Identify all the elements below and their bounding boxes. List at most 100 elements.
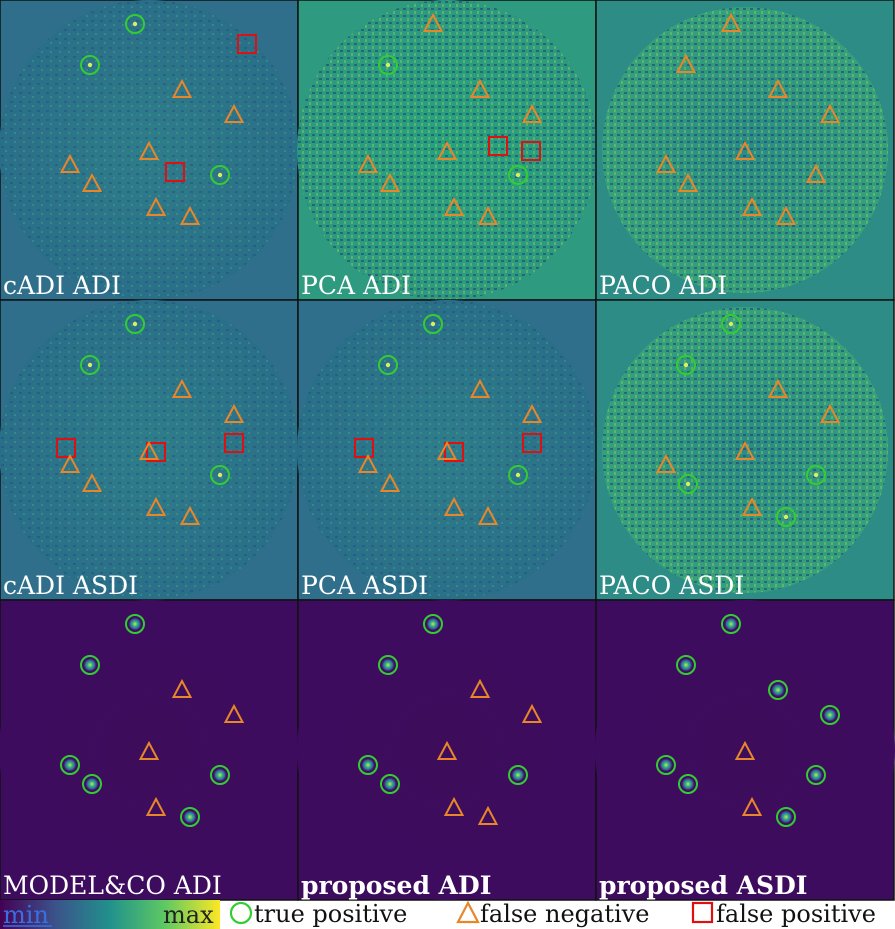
false-negative-marker [379, 172, 401, 192]
false-positive-marker [56, 438, 76, 458]
panel-label: cADI ASDI [3, 571, 138, 600]
false-negative-marker [171, 378, 193, 398]
false-negative-marker [422, 12, 444, 32]
false-negative-marker [677, 172, 699, 192]
true-positive-marker [776, 807, 796, 827]
residual-disk [297, 600, 597, 900]
true-positive-marker [210, 165, 230, 185]
false-negative-marker [469, 678, 491, 698]
false-positive-marker [354, 438, 374, 458]
detected-source [511, 768, 525, 782]
detected-source [383, 777, 397, 791]
false-negative-marker [477, 805, 499, 825]
false-negative-marker [767, 378, 789, 398]
false-negative-marker [655, 453, 677, 473]
legend-row: min max true positive false negative false p… [0, 900, 876, 929]
panel-pca-adi: PCA ADI [297, 0, 597, 301]
source-peak [132, 321, 138, 327]
detected-source [85, 777, 99, 791]
legend-fn-icon [456, 900, 480, 924]
false-negative-marker [436, 140, 458, 160]
false-negative-marker [443, 796, 465, 816]
false-negative-marker [436, 440, 458, 460]
false-negative-marker [734, 440, 756, 460]
source-peak [217, 172, 223, 178]
false-positive-marker [224, 433, 244, 453]
residual-disk [0, 600, 299, 900]
true-positive-marker [508, 465, 528, 485]
true-positive-marker [125, 314, 145, 334]
true-positive-marker [776, 507, 796, 527]
false-negative-marker [171, 678, 193, 698]
source-peak [515, 172, 521, 178]
legend-tp-icon [229, 901, 253, 925]
false-negative-marker [145, 496, 167, 516]
true-positive-marker [180, 807, 200, 827]
false-negative-marker [775, 205, 797, 225]
false-negative-marker [357, 453, 379, 473]
false-negative-marker [223, 703, 245, 723]
false-negative-marker [741, 196, 763, 216]
false-negative-marker [521, 103, 543, 123]
legend-fn-label: false negative [480, 900, 649, 928]
false-negative-marker [138, 140, 160, 160]
false-positive-marker [521, 141, 541, 161]
false-negative-marker [436, 740, 458, 760]
true-positive-marker [423, 314, 443, 334]
true-positive-marker [378, 355, 398, 375]
source-peak [87, 62, 93, 68]
false-positive-marker [444, 442, 464, 462]
detected-source [361, 758, 375, 772]
true-positive-marker [80, 355, 100, 375]
true-positive-marker [820, 705, 840, 725]
true-positive-marker [676, 655, 696, 675]
false-negative-marker [655, 153, 677, 173]
false-negative-marker [469, 378, 491, 398]
false-negative-marker [443, 196, 465, 216]
false-negative-marker [443, 496, 465, 516]
false-negative-marker [59, 453, 81, 473]
false-positive-marker [146, 442, 166, 462]
true-positive-marker [125, 14, 145, 34]
panel-label: MODEL&CO ADI [3, 871, 222, 900]
speckle-texture [0, 0, 299, 300]
true-positive-marker [80, 655, 100, 675]
false-negative-marker [81, 172, 103, 192]
false-negative-marker [223, 403, 245, 423]
true-positive-marker [678, 474, 698, 494]
source-peak [385, 62, 391, 68]
false-negative-marker [59, 153, 81, 173]
detected-source [213, 768, 227, 782]
false-negative-marker [223, 103, 245, 123]
detected-source [779, 810, 793, 824]
panel-label: proposed ASDI [599, 871, 807, 900]
panel-cadi-asdi: cADI ASDI [0, 299, 299, 601]
true-positive-marker [210, 765, 230, 785]
panel-paco-adi: PACO ADI [595, 0, 895, 301]
detected-source [659, 758, 673, 772]
true-positive-marker [721, 314, 741, 334]
detected-source [128, 617, 142, 631]
panel-label: PACO ADI [599, 271, 727, 300]
false-negative-marker [819, 403, 841, 423]
true-positive-marker [768, 680, 788, 700]
true-positive-marker [721, 614, 741, 634]
true-positive-marker [82, 774, 102, 794]
false-negative-marker [675, 53, 697, 73]
false-negative-marker [521, 403, 543, 423]
legend-fp-label: false positive [716, 900, 876, 928]
true-positive-marker [508, 765, 528, 785]
true-positive-marker [380, 774, 400, 794]
true-positive-marker [60, 755, 80, 775]
false-negative-marker [357, 153, 379, 173]
true-positive-marker [423, 614, 443, 634]
residual-disk [595, 600, 895, 900]
false-negative-marker [805, 163, 827, 183]
false-negative-marker [145, 796, 167, 816]
panel-label: proposed ADI [301, 871, 491, 900]
false-negative-marker [734, 740, 756, 760]
colorbar-max-label: max [163, 901, 214, 929]
panel-label: PCA ADI [301, 271, 411, 300]
false-negative-marker [521, 703, 543, 723]
